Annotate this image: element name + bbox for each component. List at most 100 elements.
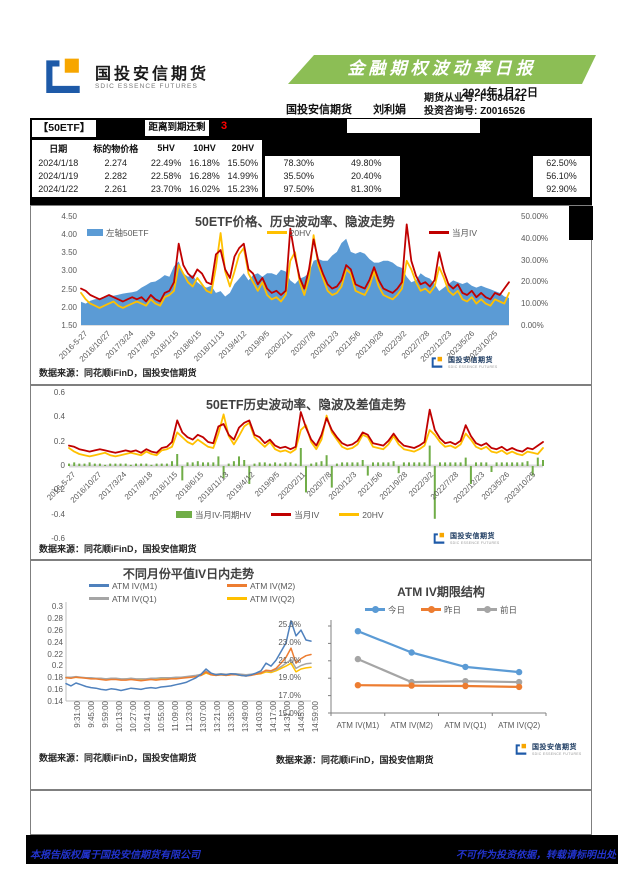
chart-legend: 当月IV-同期HV 当月IV 20HV	[176, 508, 384, 521]
term-structure-plot	[328, 620, 547, 716]
logo-mark-icon	[433, 532, 445, 544]
axis-tick-label: -0.2	[51, 485, 65, 495]
axis-tick-label: 19.0%	[278, 673, 301, 683]
legend-label: 前日	[500, 604, 518, 615]
watermark-logo: 国投安信期货 SDIC ESSENCE FUTURES	[513, 743, 582, 757]
legend-swatch-icon	[266, 231, 287, 234]
report-title: 金融期权波动率日报	[347, 59, 537, 79]
axis-tick-label: ATM IV(M2)	[390, 721, 433, 730]
axis-tick-label: 13:49:00	[241, 701, 250, 733]
watermark-logo: 国投安信期货 SDIC ESSENCE FUTURES	[429, 356, 498, 370]
table-cell: 20.40%	[350, 170, 382, 181]
legend-label: 当月IV	[451, 227, 477, 238]
price-hv-iv-plot	[80, 223, 510, 326]
y-axis-labels: 0.6 0.4 0.2 0 -0.2 -0.4 -0.6	[39, 389, 65, 543]
legend-label: 当月IV	[294, 509, 320, 520]
watermark-en: SDIC ESSENCE FUTURES	[448, 364, 498, 369]
legend-label: 20HV	[362, 509, 384, 520]
empty-section-box	[30, 790, 592, 835]
table-cell: 49.80%	[350, 157, 382, 168]
extra-values-table-2: 62.50% 56.10% 92.90%	[533, 156, 590, 195]
legend-item: ATM IV(Q1)	[89, 592, 227, 605]
legend-label: ATM IV(Q1)	[112, 593, 157, 604]
y-axis-labels: 4.50 4.00 3.50 3.00 2.50 2.00 1.50	[47, 213, 77, 330]
legend-swatch-icon	[420, 606, 441, 613]
logo-mark-icon	[46, 58, 80, 93]
legend-swatch-icon	[364, 606, 385, 613]
report-date: 2024年1月22日	[462, 87, 538, 99]
legend-swatch-icon	[227, 584, 247, 587]
axis-tick-label: 50.00%	[521, 212, 549, 221]
y-axis-labels: 25.0% 23.0% 21.0% 19.0% 17.0% 15.0%	[273, 621, 301, 718]
axis-tick-label: ATM IV(Q1)	[444, 721, 487, 730]
axis-tick-label: 10:27:00	[129, 701, 138, 733]
summary-band-redaction: 【50ETF】 距离到期还剩 3 日期 标的物价格 5HV 10HV 20HV 2024…	[30, 118, 592, 205]
chart-hv-iv-diff: 50ETF历史波动率、隐波及差值走势 当月IV-同期HV 当月IV 20HV 数据来…	[30, 385, 592, 560]
table-cell: 2024/1/19	[38, 170, 79, 181]
legend-label: ATM IV(Q2)	[250, 593, 295, 604]
chart-price-hv-iv: 50ETF价格、历史波动率、隐波走势 左轴50ETF 20HV 当月IV 数据来源：…	[30, 205, 593, 385]
license-futures: 期货从业号: F3084441	[424, 93, 526, 104]
chart-title: ATM IV期限结构	[397, 585, 485, 599]
report-title-banner: 金融期权波动率日报	[288, 55, 596, 84]
axis-tick-label: 4.00	[61, 230, 77, 240]
table-cell: 22.58%	[150, 170, 182, 181]
axis-tick-label: 10:41:00	[143, 701, 152, 733]
watermark-en: SDIC ESSENCE FUTURES	[450, 540, 500, 545]
legend-item: 20HV	[266, 226, 311, 239]
legend-swatch-icon	[477, 606, 497, 613]
analyst-line: 国投安信期货 刘利娟	[286, 101, 406, 117]
extra-values-body-2: 62.50% 56.10% 92.90%	[533, 156, 590, 195]
axis-tick-label: 0.18	[47, 673, 63, 683]
legend-item: 左轴50ETF	[87, 226, 149, 239]
legend-swatch-icon	[176, 511, 192, 518]
company-logo: 国投安信期货 SDIC ESSENCE FUTURES	[38, 56, 209, 100]
hv-table-head: 日期 标的物价格 5HV 10HV 20HV	[32, 140, 262, 156]
expiry-days-value: 3	[220, 120, 228, 132]
data-source-note: 数据来源：同花顺iFinD，国投安信期货	[276, 755, 434, 765]
axis-tick-label: 14:03:00	[255, 701, 264, 733]
axis-tick-label: 17.0%	[278, 691, 301, 701]
analyst-name: 刘利娟	[373, 104, 407, 116]
table-row: 2024/1/18 2.274 22.49% 16.18% 15.50%	[32, 156, 262, 169]
logo-mark-icon	[515, 743, 527, 755]
axis-tick-label: 0.26	[47, 625, 63, 635]
table-cell: 35.50%	[283, 170, 315, 181]
underlying-symbol: 【50ETF】	[32, 120, 96, 137]
footer-bar: 本报告版权属于国投安信期货有限公司 不可作为投资依据，转载请标明出处	[26, 835, 618, 864]
axis-tick-label: 13:21:00	[213, 701, 222, 733]
axis-tick-label: 20.00%	[521, 277, 549, 287]
hv-col-header: 5HV	[157, 143, 175, 153]
table-row: 78.30% 49.80%	[265, 156, 400, 169]
table-row: 97.50% 81.30%	[265, 182, 400, 195]
legend-label: 今日	[387, 604, 405, 615]
axis-tick-label: 0.24	[47, 637, 63, 647]
extra-values-box-1: 78.30% 49.80% 35.50% 20.40% 97.50% 81.30%	[265, 156, 400, 197]
axis-tick-label: 10:55:00	[157, 701, 166, 733]
axis-tick-label: 0.2	[53, 436, 65, 446]
table-cell: 2.274	[104, 157, 127, 168]
axis-tick-label: 13:07:00	[199, 701, 208, 733]
axis-tick-label: 0.2	[51, 661, 63, 671]
axis-tick-label: 9:31:00	[73, 701, 82, 728]
table-cell: 2.282	[104, 170, 127, 181]
legend-label: 昨日	[443, 604, 461, 615]
axis-tick-label: 3.00	[61, 266, 77, 276]
axis-tick-label: 1.50	[61, 320, 77, 330]
legend-swatch-icon	[89, 584, 109, 587]
axis-tick-label: 23.0%	[278, 637, 301, 647]
axis-tick-label: 10.00%	[521, 299, 549, 309]
legend-label: 左轴50ETF	[106, 227, 149, 238]
chart-title: 50ETF历史波动率、隐波及差值走势	[205, 398, 406, 412]
legend-label: 当月IV-同期HV	[195, 509, 252, 520]
extra-values-box-2: 62.50% 56.10% 92.90%	[533, 156, 590, 197]
table-cell: 78.30%	[283, 157, 315, 168]
axis-tick-label: -0.6	[51, 533, 65, 543]
table-cell: 15.23%	[227, 183, 259, 194]
data-source-note: 数据来源：同花顺iFinD，国投安信期货	[39, 368, 197, 378]
hv-table: 日期 标的物价格 5HV 10HV 20HV 2024/1/18 2.274 22.49% 1…	[32, 140, 262, 195]
watermark-cn: 国投安信期货	[532, 744, 577, 752]
table-cell: 2.261	[104, 183, 127, 194]
axis-tick-label: ATM IV(Q2)	[498, 721, 541, 730]
